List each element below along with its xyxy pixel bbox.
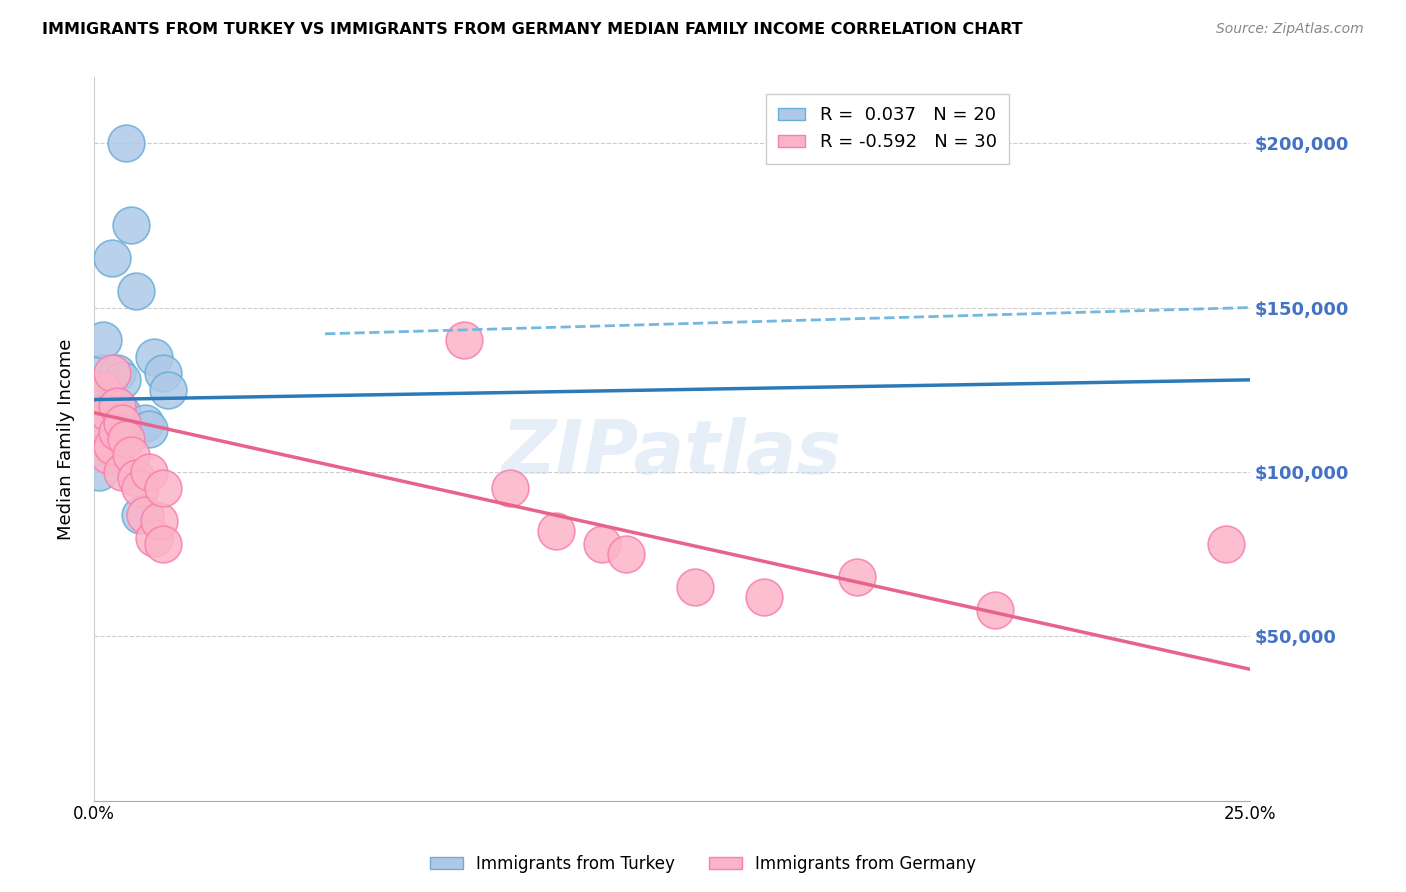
Point [120, 219, 142, 233]
Point [134, 508, 156, 522]
Point [111, 406, 134, 420]
Point [97, 406, 120, 420]
Point [97, 416, 120, 430]
Point [143, 350, 166, 364]
Point [134, 416, 156, 430]
Point [111, 416, 134, 430]
Point [156, 383, 179, 397]
Point [138, 465, 160, 479]
Text: Source: ZipAtlas.com: Source: ZipAtlas.com [1216, 22, 1364, 37]
Point [101, 366, 124, 380]
Point [124, 471, 146, 485]
Point [152, 537, 174, 551]
Point [105, 399, 128, 413]
Point [87, 465, 110, 479]
Point [129, 508, 152, 522]
Point [105, 366, 128, 380]
Point [101, 252, 124, 266]
Point [105, 399, 128, 413]
Legend: R =  0.037   N = 20, R = -0.592   N = 30: R = 0.037 N = 20, R = -0.592 N = 30 [766, 94, 1010, 164]
Point [845, 570, 868, 584]
Point [91, 366, 114, 380]
Point [129, 481, 152, 495]
Point [87, 416, 110, 430]
Point [115, 136, 138, 151]
Point [591, 537, 613, 551]
Point [91, 334, 114, 348]
Point [111, 373, 134, 387]
Point [97, 449, 120, 463]
Point [138, 422, 160, 436]
Point [105, 425, 128, 440]
Point [754, 590, 776, 604]
Text: IMMIGRANTS FROM TURKEY VS IMMIGRANTS FROM GERMANY MEDIAN FAMILY INCOME CORRELATI: IMMIGRANTS FROM TURKEY VS IMMIGRANTS FRO… [42, 22, 1022, 37]
Point [614, 547, 637, 561]
Y-axis label: Median Family Income: Median Family Income [58, 338, 75, 540]
Point [499, 481, 522, 495]
Point [1215, 537, 1237, 551]
Point [111, 465, 134, 479]
Point [143, 531, 166, 545]
Point [152, 366, 174, 380]
Point [101, 399, 124, 413]
Point [115, 432, 138, 446]
Point [453, 334, 475, 348]
Legend: Immigrants from Turkey, Immigrants from Germany: Immigrants from Turkey, Immigrants from … [423, 848, 983, 880]
Point [984, 603, 1007, 617]
Point [148, 514, 170, 528]
Point [97, 383, 120, 397]
Text: ZIPatlas: ZIPatlas [502, 417, 842, 490]
Point [101, 439, 124, 453]
Point [124, 284, 146, 298]
Point [120, 449, 142, 463]
Point [683, 580, 706, 594]
Point [91, 383, 114, 397]
Point [546, 524, 568, 538]
Point [152, 481, 174, 495]
